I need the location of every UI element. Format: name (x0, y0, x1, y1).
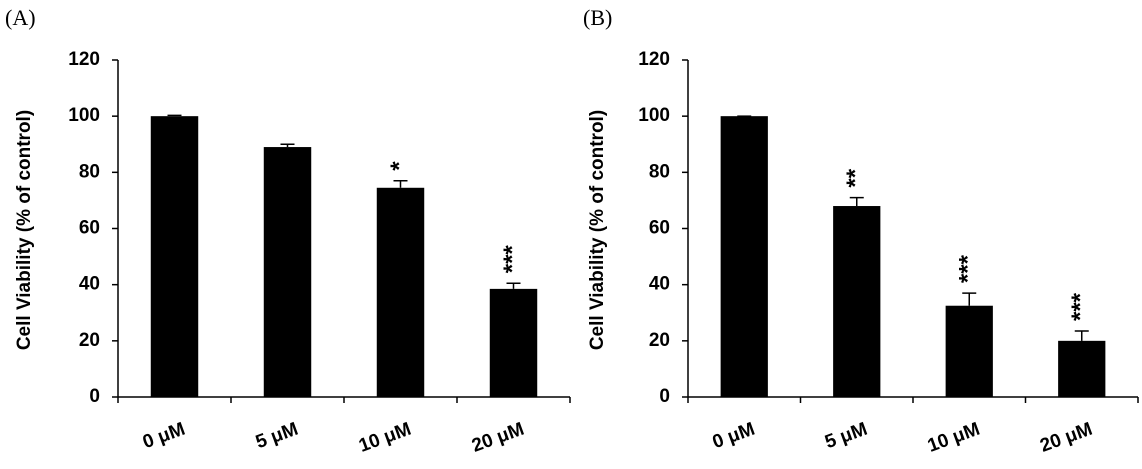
x-tick-label: 20 μM (469, 419, 527, 457)
y-axis-title: Cell Viability (% of control) (14, 110, 35, 350)
y-axis-title: Cell Viability (% of control) (587, 110, 608, 350)
error-bar (1075, 331, 1089, 341)
y-tick-label: 120 (638, 49, 670, 70)
y-tick-label: 0 (89, 386, 100, 407)
y-tick-label: 60 (79, 218, 100, 239)
bar (721, 116, 768, 397)
significance-label: * (386, 161, 413, 171)
error-bar (850, 198, 864, 206)
panel-label: (B) (583, 5, 612, 30)
figure: (A) Cell Viability (% of control) 0 20 40 60 8… (0, 0, 1142, 469)
y-tick-label: 60 (649, 218, 670, 239)
bar (490, 289, 537, 397)
significance-label: *** (955, 254, 982, 283)
y-tick-label: 100 (638, 105, 670, 126)
x-tick-label: 10 μM (356, 419, 414, 457)
y-tick-label: 120 (68, 49, 100, 70)
y-tick-label: 80 (79, 161, 100, 182)
x-tick-label: 0 μM (710, 419, 758, 454)
bar (377, 188, 424, 397)
bar (264, 147, 311, 397)
y-tick-label: 20 (79, 330, 100, 351)
x-tick-label: 5 μM (822, 419, 870, 454)
significance-label: *** (499, 245, 526, 274)
bar (1058, 341, 1105, 397)
x-tick-label: 5 μM (253, 419, 301, 454)
y-tick-label: 20 (649, 330, 670, 351)
bar (946, 306, 993, 397)
y-tick-label: 80 (649, 161, 670, 182)
panel-label: (A) (5, 5, 36, 30)
significance-label: ** (842, 168, 869, 187)
y-tick-label: 100 (68, 105, 100, 126)
error-bar (394, 181, 408, 188)
y-tick-label: 0 (659, 386, 670, 407)
error-bar (507, 283, 521, 289)
bar (151, 116, 198, 397)
y-tick-label: 40 (649, 274, 670, 295)
significance-label: *** (1067, 292, 1094, 321)
x-tick-label: 0 μM (140, 419, 188, 454)
error-bar (281, 144, 295, 147)
error-bar (962, 293, 976, 306)
y-tick-label: 40 (79, 274, 100, 295)
x-tick-label: 10 μM (925, 419, 983, 457)
x-tick-label: 20 μM (1037, 419, 1095, 457)
error-bar (168, 115, 182, 116)
bar (833, 206, 880, 397)
